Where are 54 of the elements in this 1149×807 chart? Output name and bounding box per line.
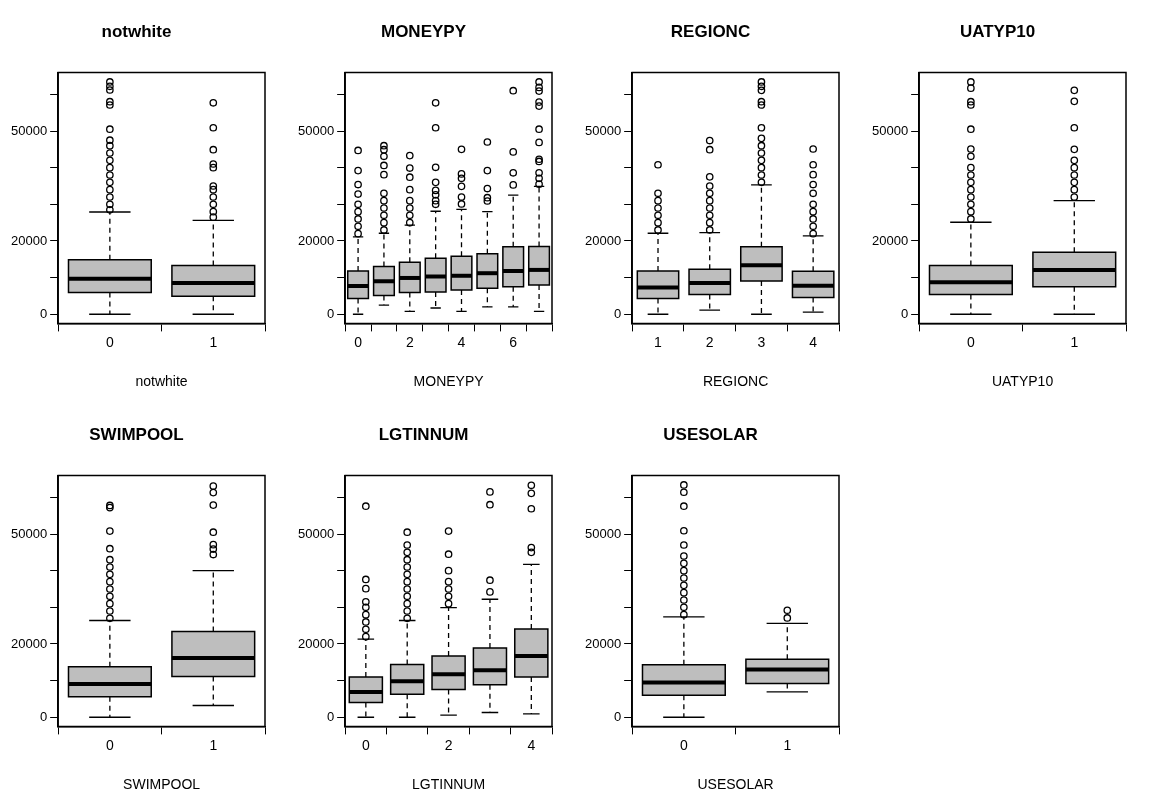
y-tick-label: 50000	[584, 122, 622, 138]
y-tick-label: 50000	[10, 525, 48, 541]
y-tick-label: 20000	[297, 635, 335, 651]
y-tick-label: 0	[39, 708, 48, 724]
y-tick-label: 20000	[10, 232, 48, 248]
y-tick-label: 0	[613, 708, 622, 724]
chart-title: REGIONC	[670, 21, 751, 41]
x-tick-label: 4	[809, 333, 818, 350]
x-tick-label: 1	[209, 333, 218, 350]
y-tick-label: 20000	[584, 635, 622, 651]
x-tick-label: 2	[705, 333, 714, 350]
y-tick-label: 50000	[871, 122, 909, 138]
chart-title: USESOLAR	[663, 424, 758, 444]
y-tick-label: 20000	[871, 232, 909, 248]
x-axis-title: UATYP10	[991, 373, 1054, 390]
chart-title: SWIMPOOL	[89, 424, 184, 444]
chart-title: notwhite	[101, 21, 172, 41]
chart-title: MONEYPY	[380, 21, 467, 41]
x-tick-label: 4	[457, 333, 466, 350]
x-axis-title: REGIONC	[702, 373, 769, 390]
y-tick-label: 0	[900, 305, 909, 321]
x-tick-label: 1	[783, 736, 792, 753]
x-tick-label: 1	[654, 333, 663, 350]
y-tick-label: 20000	[584, 232, 622, 248]
y-tick-label: 50000	[10, 122, 48, 138]
x-tick-label: 6	[509, 333, 518, 350]
x-tick-label: 0	[105, 736, 114, 753]
x-tick-label: 2	[405, 333, 414, 350]
x-tick-label: 0	[679, 736, 688, 753]
x-tick-label: 1	[1070, 333, 1079, 350]
y-tick-label: 0	[326, 305, 335, 321]
y-tick-label: 20000	[10, 635, 48, 651]
x-tick-label: 1	[209, 736, 218, 753]
y-tick-label: 20000	[297, 232, 335, 248]
y-tick-label: 50000	[297, 525, 335, 541]
x-axis-title: USESOLAR	[697, 776, 774, 793]
x-axis-title: LGTINNUM	[412, 776, 486, 793]
x-tick-label: 2	[444, 736, 453, 753]
y-tick-label: 50000	[297, 122, 335, 138]
x-tick-label: 0	[966, 333, 975, 350]
x-axis-title: notwhite	[135, 373, 188, 390]
y-tick-label: 0	[39, 305, 48, 321]
x-axis-title: SWIMPOOL	[123, 776, 201, 793]
chart-title: LGTINNUM	[378, 424, 469, 444]
x-tick-label: 0	[105, 333, 114, 350]
y-tick-label: 0	[326, 708, 335, 724]
x-tick-label: 0	[361, 736, 370, 753]
x-tick-label: 0	[354, 333, 363, 350]
x-tick-label: 3	[757, 333, 766, 350]
y-tick-label: 0	[613, 305, 622, 321]
x-axis-title: MONEYPY	[413, 373, 485, 390]
y-tick-label: 50000	[584, 525, 622, 541]
chart-title: UATYP10	[959, 21, 1036, 41]
x-tick-label: 4	[527, 736, 536, 753]
